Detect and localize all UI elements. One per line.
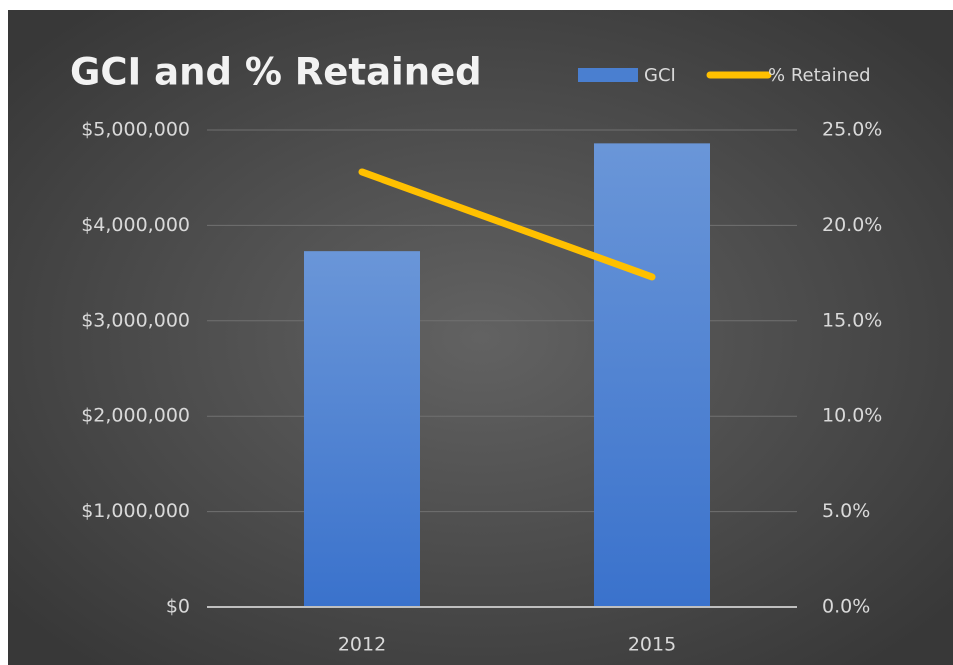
y2-tick-label: 15.0% (822, 309, 882, 331)
y-tick-label: $3,000,000 (81, 309, 190, 331)
legend-label: GCI (644, 65, 676, 86)
legend-label: % Retained (768, 65, 871, 86)
line (358, 168, 656, 281)
legend-swatch (578, 68, 638, 82)
y-tick-label: $2,000,000 (81, 405, 190, 427)
y2-tick-label: 25.0% (822, 119, 882, 141)
y2-tick-label: 20.0% (822, 214, 882, 236)
x-tick-label: 2012 (338, 634, 386, 656)
y-tick-label: $5,000,000 (81, 119, 190, 141)
bar (304, 251, 420, 607)
y2-tick-label: 10.0% (822, 405, 882, 427)
y2-tick-label: 5.0% (822, 500, 870, 522)
chart-title: GCI and % Retained (70, 51, 482, 94)
bar (594, 143, 710, 607)
chart-background (8, 10, 953, 665)
y2-tick-label: 0.0% (822, 596, 870, 618)
y-tick-label: $1,000,000 (81, 500, 190, 522)
y-tick-label: $0 (166, 596, 190, 618)
x-tick-label: 2015 (628, 634, 676, 656)
y-tick-label: $4,000,000 (81, 214, 190, 236)
